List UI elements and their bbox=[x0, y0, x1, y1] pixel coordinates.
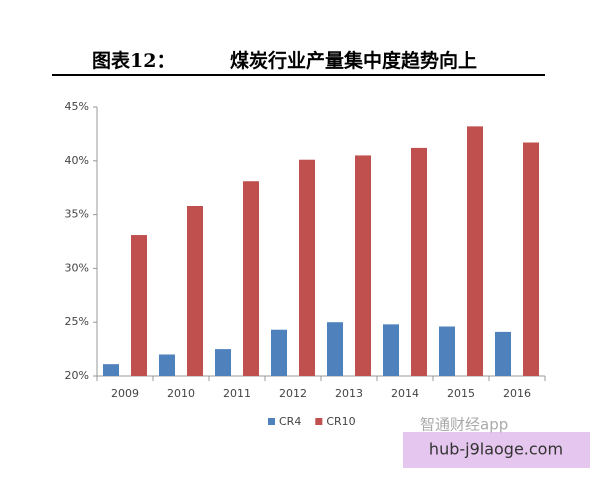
bar bbox=[495, 331, 511, 376]
x-tick-label: 2014 bbox=[391, 387, 419, 400]
bar bbox=[327, 322, 343, 376]
bar bbox=[243, 181, 259, 376]
x-tick-label: 2012 bbox=[279, 387, 307, 400]
bar bbox=[215, 349, 231, 376]
bar bbox=[131, 235, 147, 376]
y-tick-label: 35% bbox=[65, 208, 89, 221]
y-tick-label: 30% bbox=[65, 261, 89, 274]
bar bbox=[467, 126, 483, 376]
x-tick-label: 2015 bbox=[447, 387, 475, 400]
bar bbox=[355, 155, 371, 376]
y-tick-label: 20% bbox=[65, 369, 89, 382]
legend-label: CR10 bbox=[326, 415, 355, 428]
figure-label: 图表12： bbox=[92, 49, 175, 72]
x-tick-label: 2011 bbox=[223, 387, 251, 400]
bar bbox=[187, 205, 203, 376]
y-tick-label: 25% bbox=[65, 315, 89, 328]
x-tick-label: 2009 bbox=[111, 387, 139, 400]
chart-title: 煤炭行业产量集中度趋势向上 bbox=[230, 49, 477, 72]
legend-swatch bbox=[315, 418, 323, 425]
legend-swatch bbox=[268, 418, 275, 425]
legend-label: CR4 bbox=[279, 415, 301, 428]
bar bbox=[299, 159, 315, 376]
bar bbox=[411, 147, 427, 376]
bar bbox=[383, 324, 399, 376]
bar bbox=[523, 142, 539, 376]
x-tick-label: 2010 bbox=[167, 387, 195, 400]
bar bbox=[159, 354, 175, 376]
bar bbox=[271, 329, 287, 376]
x-tick-label: 2013 bbox=[335, 387, 363, 400]
watermark-box bbox=[403, 432, 590, 468]
watermark-site: hub-j9laoge.com bbox=[429, 440, 563, 459]
watermark-logo: 智通财经app bbox=[420, 416, 508, 434]
bar bbox=[103, 364, 119, 376]
x-tick-label: 2016 bbox=[503, 387, 531, 400]
y-tick-label: 40% bbox=[65, 154, 89, 167]
y-tick-label: 45% bbox=[65, 100, 89, 113]
bar bbox=[439, 326, 455, 376]
